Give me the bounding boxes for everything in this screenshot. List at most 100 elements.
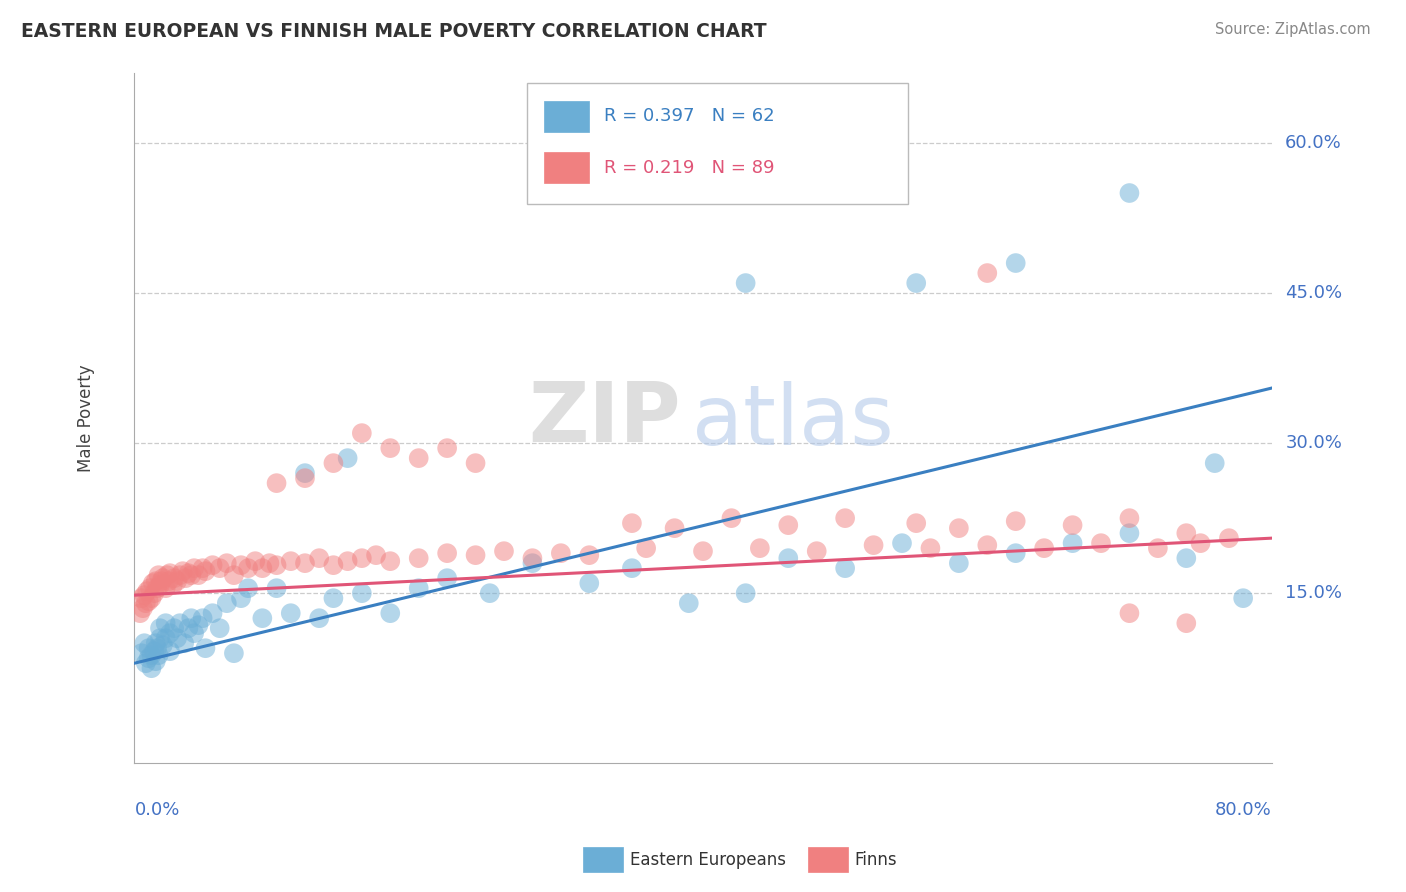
Text: 80.0%: 80.0%: [1215, 801, 1271, 819]
Point: [201, 558, 224, 573]
Point: [155, 631, 177, 645]
Point: [720, 511, 742, 525]
Point: [134, 636, 156, 650]
Point: [322, 591, 344, 606]
Point: [492, 544, 515, 558]
Text: R = 0.397   N = 62: R = 0.397 N = 62: [605, 107, 775, 126]
Point: [308, 551, 330, 566]
Point: [174, 571, 197, 585]
Point: [948, 556, 970, 570]
Point: [1118, 526, 1140, 541]
Point: [1118, 511, 1140, 525]
Point: [976, 538, 998, 552]
Point: [436, 546, 458, 560]
Point: [145, 654, 167, 668]
Point: [138, 594, 160, 608]
Point: [222, 568, 245, 582]
Point: [734, 276, 756, 290]
Point: [408, 551, 430, 566]
Point: [183, 561, 205, 575]
Point: [155, 616, 177, 631]
Point: [1118, 606, 1140, 620]
Point: [1004, 514, 1026, 528]
Point: [229, 591, 252, 606]
Text: Male Poverty: Male Poverty: [76, 364, 94, 472]
Point: [177, 566, 200, 581]
Text: ZIP: ZIP: [527, 377, 681, 458]
Point: [522, 551, 544, 566]
Point: [169, 616, 191, 631]
Point: [141, 591, 163, 606]
Point: [1033, 541, 1056, 556]
Point: [436, 441, 458, 455]
Point: [222, 646, 245, 660]
Point: [380, 441, 402, 455]
Point: [464, 456, 486, 470]
Point: [620, 516, 643, 530]
Point: [1118, 186, 1140, 200]
Point: [215, 556, 238, 570]
Point: [322, 558, 344, 573]
Point: [141, 648, 163, 663]
Point: [157, 574, 180, 589]
Point: [252, 561, 274, 575]
Point: [1004, 256, 1026, 270]
Point: [920, 541, 942, 556]
Point: [259, 556, 281, 570]
Point: [136, 584, 159, 599]
Point: [187, 618, 209, 632]
Point: [1189, 536, 1212, 550]
Point: [350, 426, 373, 441]
Point: [159, 626, 181, 640]
Point: [129, 606, 152, 620]
Point: [294, 471, 316, 485]
Point: [145, 574, 167, 589]
Point: [905, 276, 928, 290]
Text: R = 0.219   N = 89: R = 0.219 N = 89: [605, 160, 775, 178]
Point: [834, 561, 856, 575]
Point: [266, 476, 288, 491]
Point: [308, 611, 330, 625]
Point: [1004, 546, 1026, 560]
Point: [141, 661, 163, 675]
Point: [149, 631, 172, 645]
Point: [266, 581, 288, 595]
Point: [834, 511, 856, 525]
Text: Eastern Europeans: Eastern Europeans: [630, 851, 786, 869]
FancyBboxPatch shape: [527, 83, 908, 204]
Point: [678, 596, 700, 610]
Point: [149, 578, 172, 592]
Point: [578, 576, 600, 591]
Point: [266, 558, 288, 573]
Point: [336, 554, 359, 568]
Point: [162, 578, 184, 592]
Point: [1090, 536, 1112, 550]
Point: [948, 521, 970, 535]
Point: [1175, 616, 1198, 631]
Point: [156, 568, 179, 582]
Text: atlas: atlas: [692, 381, 893, 462]
Point: [138, 641, 160, 656]
Point: [1147, 541, 1170, 556]
Point: [155, 581, 177, 595]
Point: [408, 451, 430, 466]
Point: [134, 588, 156, 602]
Point: [201, 606, 224, 620]
Point: [478, 586, 501, 600]
Text: Source: ZipAtlas.com: Source: ZipAtlas.com: [1215, 22, 1371, 37]
Point: [132, 601, 155, 615]
Point: [191, 561, 214, 575]
Point: [778, 551, 800, 566]
Point: [891, 536, 914, 550]
Point: [862, 538, 884, 552]
Point: [245, 554, 267, 568]
Point: [806, 544, 828, 558]
Point: [169, 568, 191, 582]
Point: [1204, 456, 1226, 470]
Point: [380, 554, 402, 568]
Point: [139, 581, 162, 595]
Bar: [544, 153, 589, 184]
Point: [336, 451, 359, 466]
Point: [131, 591, 153, 606]
Point: [135, 596, 157, 610]
